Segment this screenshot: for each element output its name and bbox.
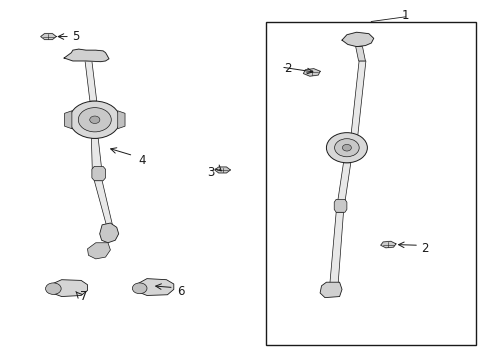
Polygon shape xyxy=(329,212,343,284)
Circle shape xyxy=(334,139,359,157)
Circle shape xyxy=(132,283,147,294)
Polygon shape xyxy=(355,46,365,61)
Text: 2: 2 xyxy=(420,242,428,255)
Polygon shape xyxy=(336,163,350,205)
Text: 4: 4 xyxy=(138,154,145,167)
Polygon shape xyxy=(303,69,320,76)
Polygon shape xyxy=(350,61,365,137)
Bar xyxy=(266,22,475,345)
Polygon shape xyxy=(87,243,110,259)
Circle shape xyxy=(69,101,120,138)
Text: 3: 3 xyxy=(206,166,214,179)
Polygon shape xyxy=(100,223,119,243)
Circle shape xyxy=(45,283,61,294)
Circle shape xyxy=(78,108,111,132)
Polygon shape xyxy=(214,167,230,173)
Polygon shape xyxy=(64,111,72,129)
Polygon shape xyxy=(91,138,102,173)
Text: 5: 5 xyxy=(72,30,80,43)
Polygon shape xyxy=(64,49,109,62)
Polygon shape xyxy=(341,32,373,46)
Polygon shape xyxy=(136,279,173,296)
Circle shape xyxy=(90,116,100,123)
Polygon shape xyxy=(85,61,97,101)
Polygon shape xyxy=(320,282,341,298)
Text: 1: 1 xyxy=(401,9,408,22)
Polygon shape xyxy=(92,166,105,181)
Polygon shape xyxy=(380,241,395,248)
Circle shape xyxy=(326,133,366,163)
Polygon shape xyxy=(118,111,125,129)
Text: 6: 6 xyxy=(177,285,184,298)
Polygon shape xyxy=(94,181,113,227)
Text: 7: 7 xyxy=(80,290,87,303)
Polygon shape xyxy=(333,199,346,212)
Circle shape xyxy=(342,144,351,151)
Text: 2: 2 xyxy=(283,62,290,75)
Polygon shape xyxy=(52,280,87,297)
Polygon shape xyxy=(41,33,56,40)
